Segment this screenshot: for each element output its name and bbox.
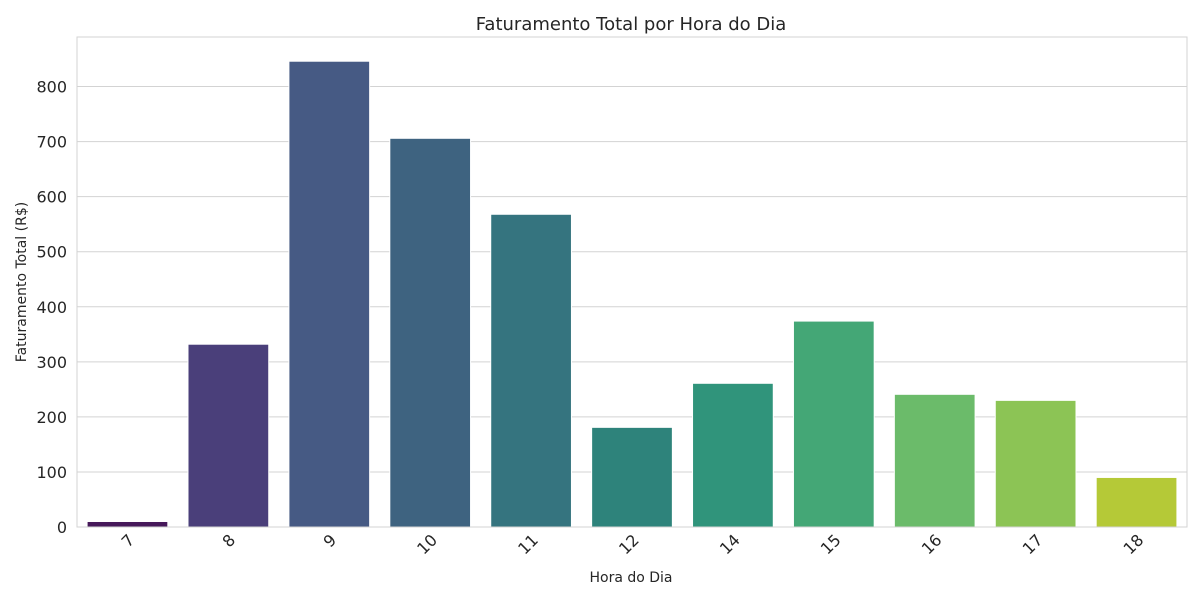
- y-tick-label: 0: [57, 518, 67, 537]
- bar-hour-12: [591, 426, 673, 528]
- y-tick-label: 600: [36, 188, 67, 207]
- bar-hour-8: [187, 343, 270, 528]
- y-axis-label: Faturamento Total (R$): [14, 202, 30, 362]
- x-tick-label: 11: [514, 530, 542, 558]
- x-tick-label: 15: [817, 530, 845, 558]
- bar-hour-18: [1095, 476, 1178, 528]
- x-tick-label: 8: [219, 530, 240, 551]
- y-tick-label: 200: [36, 408, 67, 427]
- bar-hour-9: [288, 60, 371, 528]
- plot-frame: [76, 36, 1188, 528]
- x-axis-label: Hora do Dia: [589, 570, 672, 586]
- x-tick-label: 10: [413, 530, 441, 558]
- x-tick-label: 16: [918, 530, 946, 558]
- x-tick-label: 12: [615, 530, 643, 558]
- x-tick-label: 18: [1120, 530, 1148, 558]
- x-tick-label: 14: [716, 530, 744, 558]
- bars: [86, 60, 1178, 528]
- bar-hour-11: [490, 213, 572, 528]
- y-tick-label: 400: [36, 298, 67, 317]
- y-tick-label: 100: [36, 463, 67, 482]
- bar-hour-7: [86, 520, 169, 528]
- chart-title: Faturamento Total por Hora do Dia: [476, 14, 787, 35]
- bar-hour-15: [792, 320, 875, 528]
- y-tick-label: 500: [36, 243, 67, 262]
- bar-hour-14: [692, 382, 774, 528]
- x-tick-label: 9: [319, 530, 340, 551]
- bar-hour-10: [389, 137, 472, 528]
- y-tick-label: 300: [36, 353, 67, 372]
- y-tick-label: 800: [36, 78, 67, 97]
- bar-hour-16: [893, 393, 976, 528]
- y-tick-labels: 0 100 200 300 400 500 600 700 800: [36, 78, 67, 537]
- x-tick-labels: 7 8 9 10 11 12 14 15 16 17 18: [118, 530, 1148, 558]
- bar-hour-17: [994, 399, 1077, 528]
- x-tick-label: 17: [1019, 530, 1047, 558]
- x-tick-label: 7: [118, 530, 139, 551]
- y-tick-label: 700: [36, 133, 67, 152]
